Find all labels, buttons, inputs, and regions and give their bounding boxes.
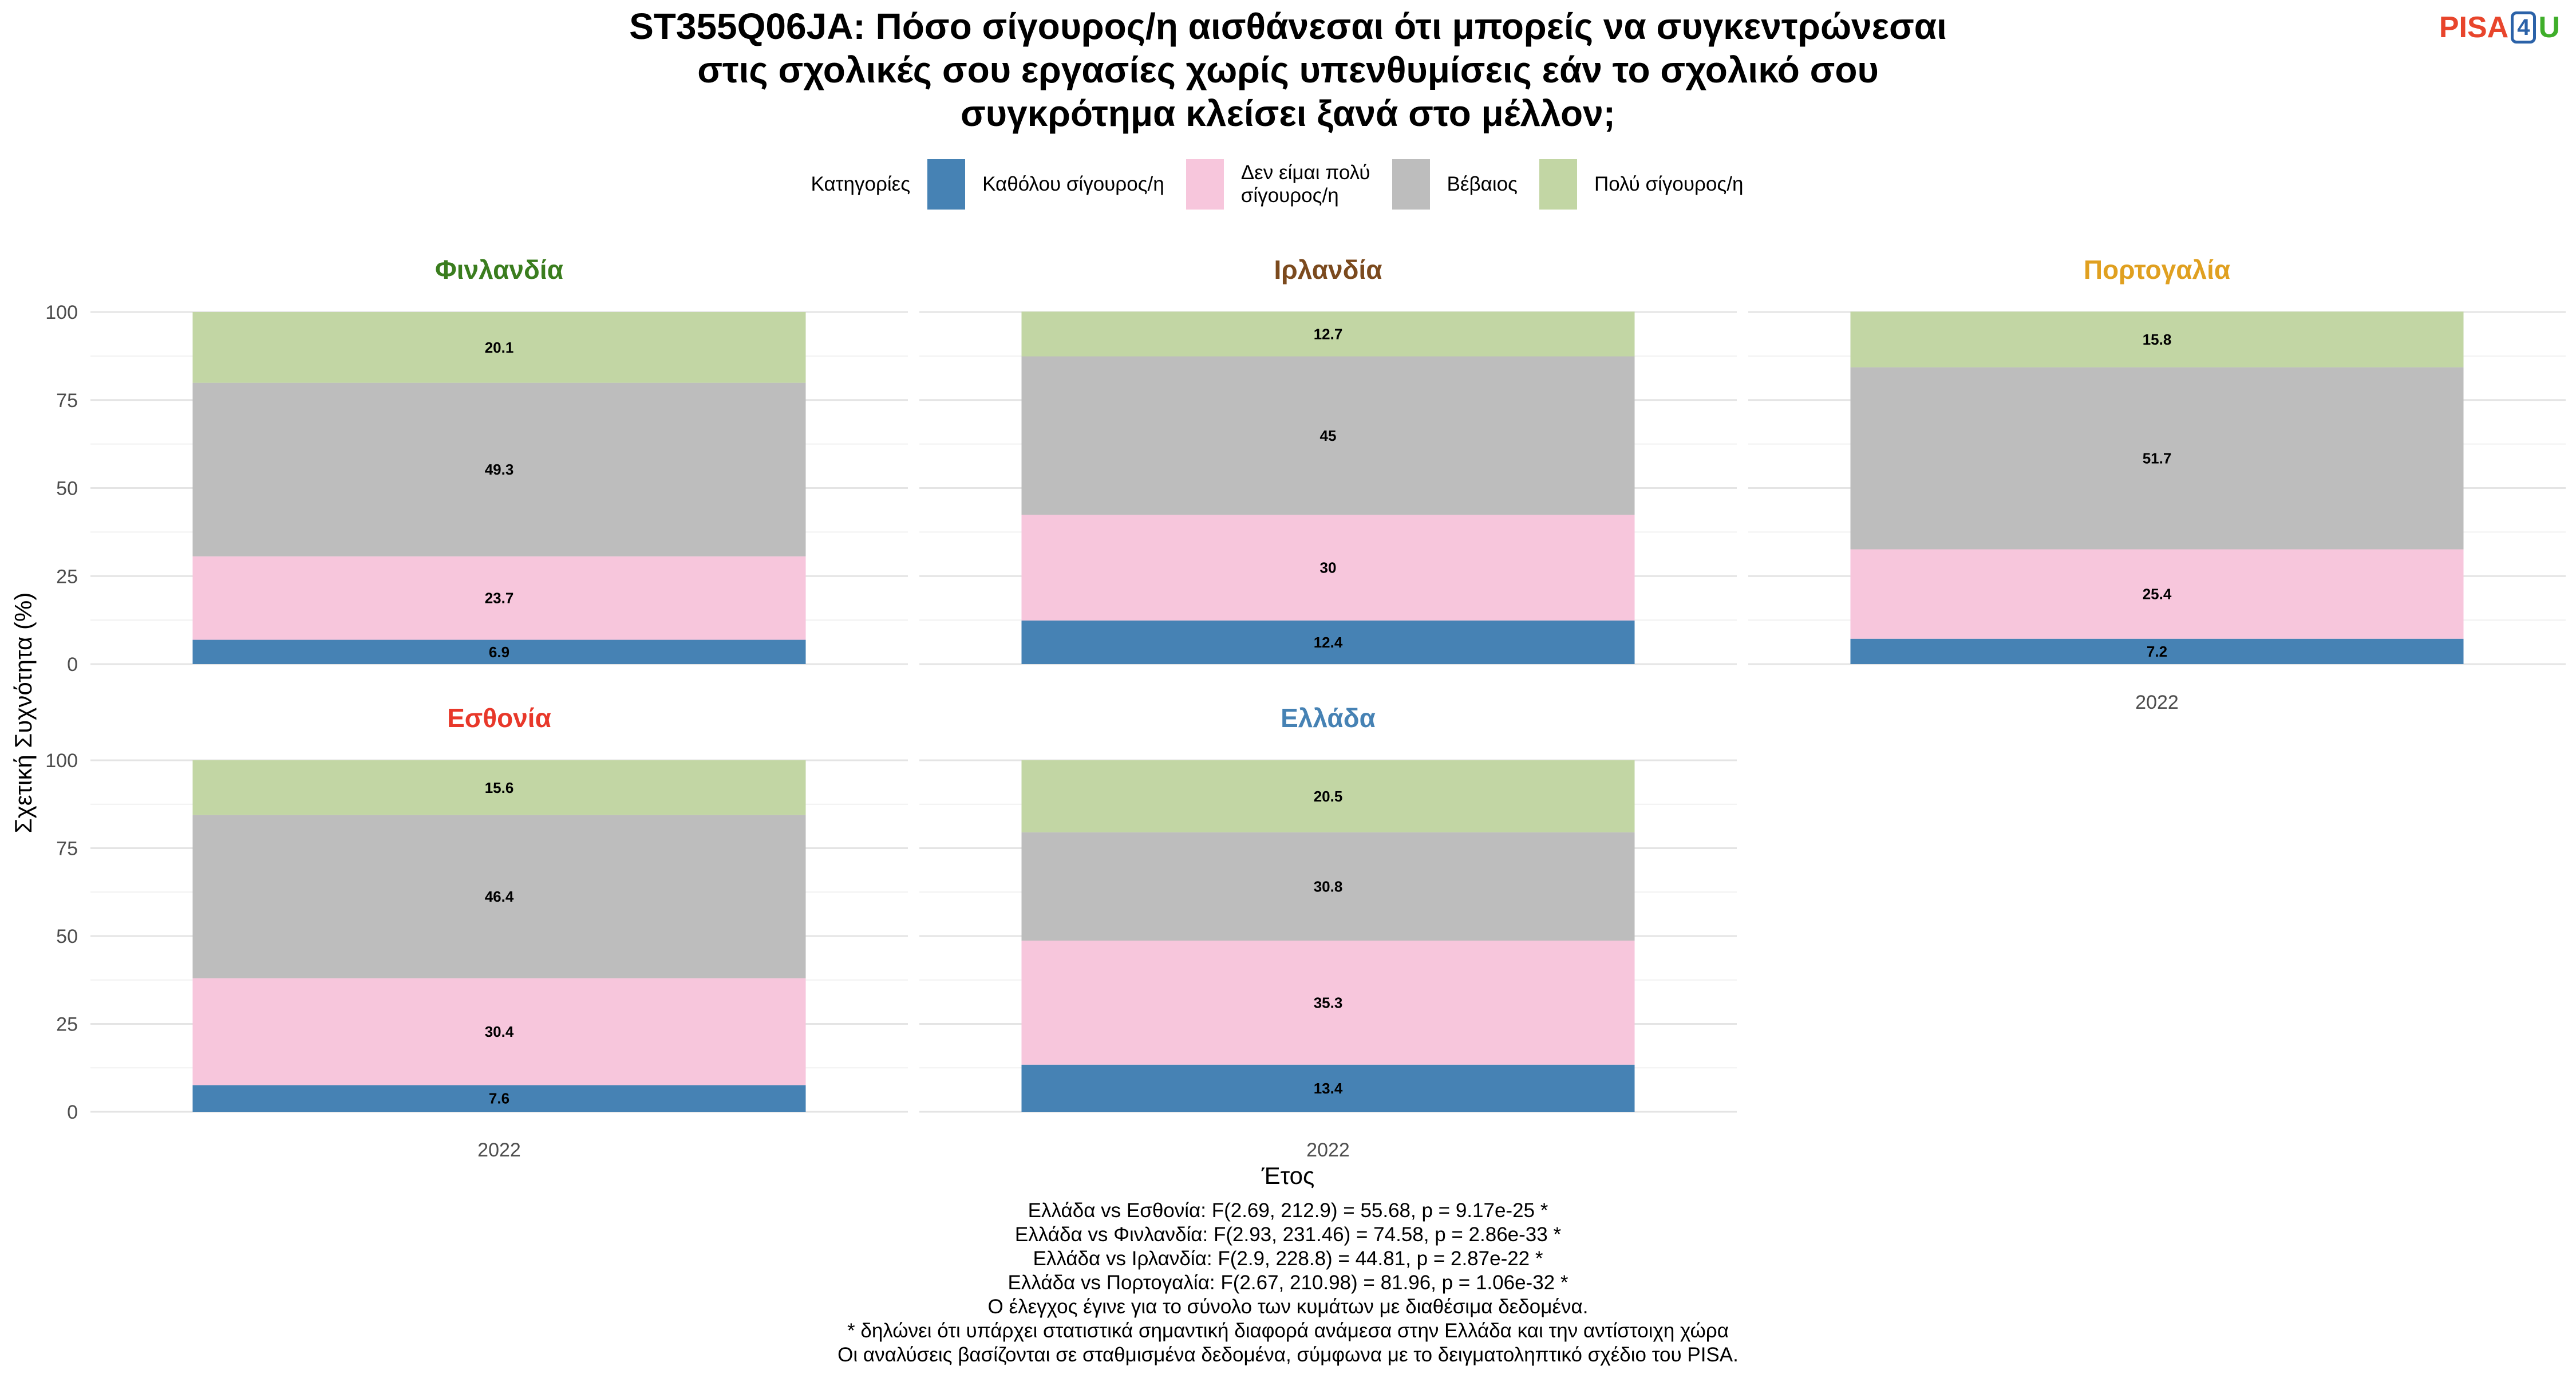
panel-2-data-label-4: 12.7 [1314,325,1343,342]
panel-5-bar-segment-4 [1021,760,1635,832]
footnote-test-finland: Ελλάδα vs Φινλανδία: F(2.93, 231.46) = 7… [1014,1223,1562,1246]
x-axis-title: Έτος [1261,1162,1315,1189]
panel-2-bar-segment-4 [1021,311,1635,357]
title-line-2: στις σχολικές σου εργασίες χωρίς υπενθυμ… [697,49,1879,90]
legend-key-confident [1392,159,1430,210]
panel-1-bar-segment-4 [192,312,806,383]
title-line-3: συγκρότημα κλείσει ξανά στο μέλλον; [961,93,1615,134]
footnote-weighting-note: Οι αναλύσεις βασίζονται σε σταθμισμένα δ… [837,1344,1739,1366]
panel-5-data-label-4: 20.5 [1314,788,1343,805]
panel-1-y-tick-label: 75 [56,390,78,412]
logo-number: 4 [2511,11,2537,44]
panel-2-bar-segment-3 [1021,356,1635,515]
logo-pisa-text: PISA [2439,11,2509,44]
panel-2-title: Ιρλανδία [1274,255,1382,285]
legend-label-confident: Βέβαιος [1447,173,1518,195]
legend-title: Κατηγορίες [811,173,911,195]
footnote-test-portugal: Ελλάδα vs Πορτογαλία: F(2.67, 210.98) = … [1008,1272,1568,1294]
footnote-test-estonia: Ελλάδα vs Εσθονία: F(2.69, 212.9) = 55.6… [1028,1199,1548,1222]
panel-4-y-tick-label: 100 [45,750,78,772]
panel-1-data-label-1: 6.9 [489,643,509,661]
panel-3-data-label-3: 51.7 [2143,450,2172,467]
legend-label-not-very-sure: Δεν είμαι πολύ σίγουρος/η [1240,161,1370,207]
panel-2-bar-segment-2 [1021,515,1635,621]
panel-1-y-tick-label: 25 [56,566,78,587]
panel-5-bar-segment-2 [1021,940,1635,1065]
panel-3-bar-segment-2 [1850,549,2464,639]
panel-1-bar-segment-3 [192,382,806,556]
logo-u-text: U [2538,11,2560,44]
panel-1-y-tick-label: 100 [45,302,78,323]
panel-4-bar-segment-3 [192,815,806,978]
legend-key-not-very-sure [1186,159,1224,210]
panel-1-title: Φινλανδία [435,255,563,285]
panel-1-bar-segment-2 [192,556,806,640]
panel-2-bar-segment-1 [1021,620,1635,664]
panel-4-y-tick-label: 0 [67,1101,78,1123]
panel-4-data-label-4: 15.6 [485,779,514,796]
chart-title: ST355Q06JA: Πόσο σίγουρος/η αισθάνεσαι ό… [0,5,2576,135]
legend-item-very-sure: Πολύ σίγουρος/η [1539,159,1744,210]
panel-4-x-tick-label: 2022 [477,1139,521,1161]
panel-4-bar-segment-4 [192,760,806,815]
footnote-test-ireland: Ελλάδα vs Ιρλανδία: F(2.9, 228.8) = 44.8… [1033,1247,1543,1270]
panel-4-title: Εσθονία [447,703,551,733]
legend-item-not-sure-at-all: Καθόλου σίγουρος/η [927,159,1164,210]
title-line-1: ST355Q06JA: Πόσο σίγουρος/η αισθάνεσαι ό… [629,6,1947,47]
panel-4-data-label-1: 7.6 [489,1090,509,1107]
panel-5-title: Ελλάδα [1281,703,1376,733]
panel-4-data-label-3: 46.4 [485,888,514,905]
panel-5-data-label-3: 30.8 [1314,878,1343,895]
footnotes: Ελλάδα vs Εσθονία: F(2.69, 212.9) = 55.6… [0,1199,2576,1367]
panel-5-x-tick-label: 2022 [1306,1139,1350,1161]
panel-2-data-label-3: 45 [1320,427,1337,444]
panel-3-data-label-4: 15.8 [2143,331,2172,348]
panel-2-data-label-2: 30 [1320,559,1337,576]
legend-label-very-sure: Πολύ σίγουρος/η [1594,173,1744,195]
panel-3-bar-segment-1 [1850,638,2464,664]
panel-4-bar-segment-2 [192,978,806,1085]
panel-4-y-tick-label: 75 [56,838,78,860]
footnote-significance-note: * δηλώνει ότι υπάρχει στατιστικά σημαντι… [847,1320,1729,1342]
legend-key-not-sure-at-all [927,159,966,210]
panel-1-y-tick-label: 0 [67,654,78,676]
legend-item-confident: Βέβαιος [1392,159,1518,210]
panel-1-bar-segment-1 [192,639,806,664]
panel-5-bar-segment-3 [1021,832,1635,941]
legend-item-not-very-sure: Δεν είμαι πολύ σίγουρος/η [1186,159,1370,210]
panel-5-data-label-2: 35.3 [1314,994,1343,1011]
pisa4u-logo: PISA 4 U [2439,10,2560,45]
panel-1-data-label-2: 23.7 [485,590,514,607]
panel-3-data-label-2: 25.4 [2143,586,2172,603]
panel-1-data-label-3: 49.3 [485,461,514,478]
panel-4-data-label-2: 30.4 [485,1023,514,1040]
panel-3-x-tick-label: 2022 [2135,692,2179,713]
panel-3-data-label-1: 7.2 [2147,643,2167,660]
panel-4-y-tick-label: 25 [56,1014,78,1036]
legend: Κατηγορίες Καθόλου σίγουρος/η Δεν είμαι … [0,156,2576,213]
panel-2-data-label-1: 12.4 [1314,634,1343,651]
panel-5-data-label-1: 13.4 [1314,1080,1343,1097]
panel-1-data-label-4: 20.1 [485,339,514,356]
panel-4-y-tick-label: 50 [56,926,78,947]
panel-4-bar-segment-1 [192,1085,806,1112]
panel-5-bar-segment-1 [1021,1064,1635,1112]
panel-3-bar-segment-3 [1850,367,2464,550]
footnote-waves-note: Ο έλεγχος έγινε για το σύνολο των κυμάτω… [987,1296,1589,1318]
panel-3-title: Πορτογαλία [2084,255,2230,285]
panel-1-y-tick-label: 50 [56,478,78,500]
panel-3-bar-segment-4 [1850,311,2464,368]
legend-label-not-sure-at-all: Καθόλου σίγουρος/η [982,173,1164,195]
y-axis-title: Σχετική Συχνότητα (%) [10,593,37,834]
legend-key-very-sure [1539,159,1577,210]
